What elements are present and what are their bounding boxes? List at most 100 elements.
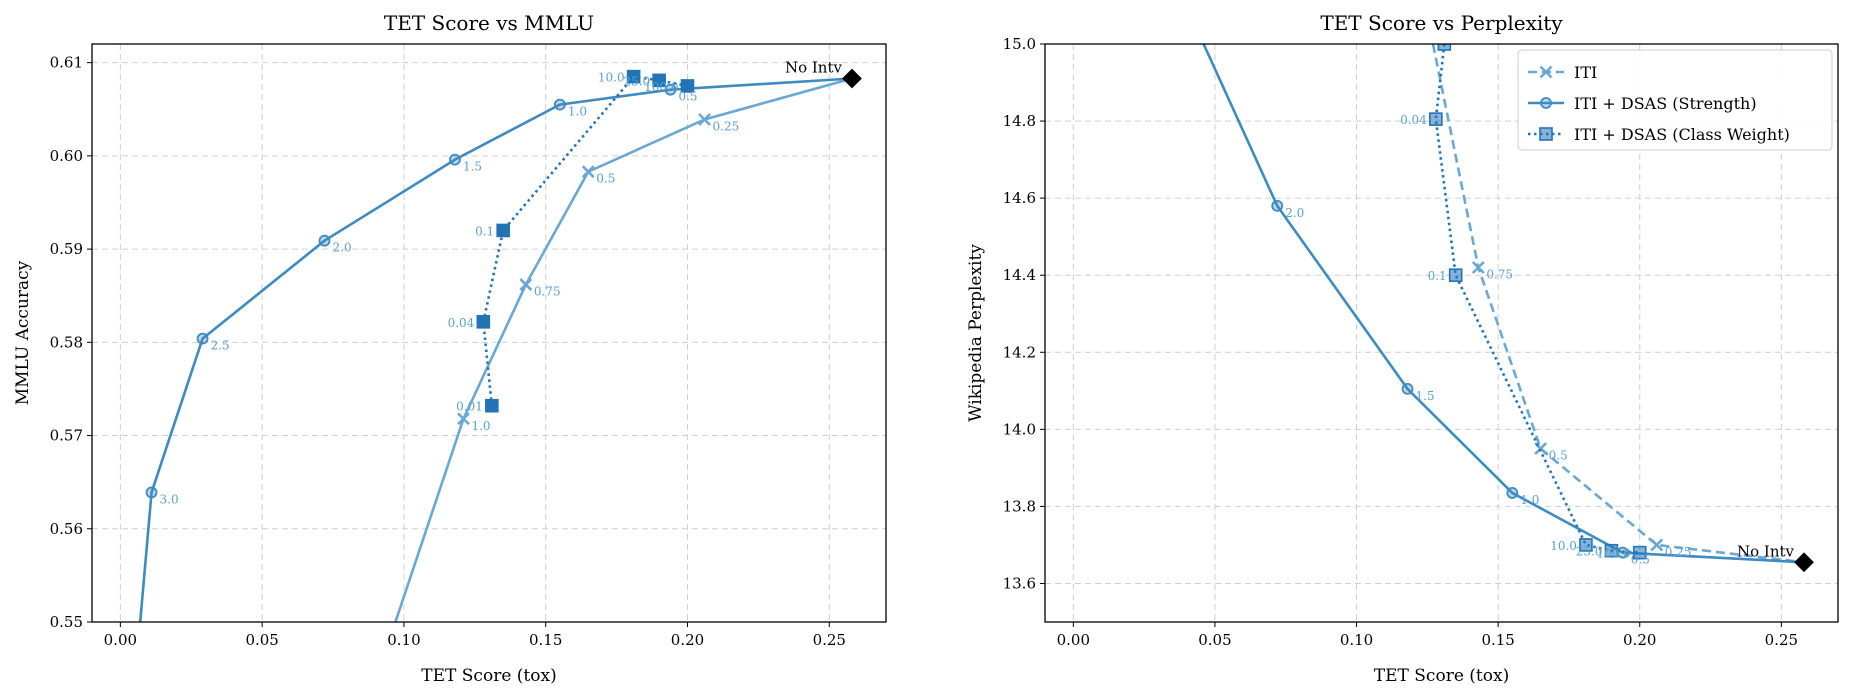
point-classweight	[1448, 268, 1463, 283]
x-tick-label: 0.10	[387, 631, 420, 649]
point-classweight	[680, 79, 695, 93]
point-label-iti: 0.5	[596, 172, 615, 186]
y-tick-label: 0.61	[50, 54, 83, 72]
x-tick-label: 0.25	[813, 631, 846, 649]
point-label-classweight: 10.0	[598, 71, 625, 85]
point-label-iti: 0.25	[713, 120, 740, 134]
point-label-iti: 0.5	[1549, 449, 1568, 463]
no-intv-marker	[1794, 552, 1814, 573]
x-tick-label: 0.20	[671, 631, 704, 649]
no-intv-label: No Intv	[1737, 542, 1795, 560]
x-tick-label: 0.25	[1765, 631, 1798, 649]
point-classweight	[652, 73, 666, 88]
legend: ITI ITI + DSAS (Strength) ITI + DSAS (Clas…	[1517, 49, 1833, 151]
point-label-iti: 0.25	[1665, 545, 1692, 559]
point-label-classweight: 0.1	[475, 224, 494, 238]
point-iti	[519, 278, 533, 291]
legend-box	[1517, 49, 1833, 151]
legend-marker-iti	[1539, 65, 1553, 79]
chart-mmlu: 0.00 0.05 0.10 0.15 0.20 0.25 0.55 0.56 0.57 0.58…	[13, 11, 887, 686]
x-axis-title: TET Score (tox)	[421, 666, 556, 686]
y-tick-label: 0.56	[50, 520, 83, 538]
point-classweight	[1604, 543, 1619, 558]
y-tick-label: 14.8	[1003, 112, 1036, 130]
x-axis-title: TET Score (tox)	[1374, 666, 1509, 686]
x-tick-label: 0.05	[245, 631, 278, 649]
point-strength	[196, 332, 209, 345]
point-label-iti: 1.0	[471, 419, 490, 433]
point-iti	[698, 113, 711, 126]
point-label-classweight: 0.1	[1428, 269, 1447, 283]
y-tick-label: 13.8	[1003, 497, 1036, 515]
grid	[1045, 43, 1838, 622]
point-label-strength: 3.0	[160, 492, 179, 506]
y-tick-label: 14.2	[1003, 343, 1036, 361]
no-intv-marker	[842, 68, 862, 89]
legend-marker-strength	[1540, 97, 1552, 109]
point-strength	[145, 486, 158, 499]
point-classweight	[476, 315, 491, 329]
point-label-strength: 2.0	[333, 241, 352, 255]
point-label-iti: 0.75	[1486, 267, 1513, 281]
point-strength	[1506, 487, 1519, 499]
y-tick-label: 15.0	[1003, 35, 1036, 53]
legend-label-strength: ITI + DSAS (Strength)	[1574, 94, 1757, 113]
y-tick-label: 14.4	[1003, 266, 1036, 284]
series-line-strength	[1202, 44, 1805, 564]
series-strength	[1202, 44, 1805, 564]
plot-area	[138, 69, 853, 622]
x-tick-label: 0.00	[1057, 631, 1090, 649]
x-tick-label: 0.15	[529, 631, 562, 649]
x-tick-label: 0.00	[104, 631, 137, 649]
point-classweight	[1579, 538, 1593, 552]
point-label-classweight: 25.0	[1576, 545, 1603, 559]
point-label-classweight: 0.04	[1400, 113, 1427, 127]
point-classweight	[626, 69, 641, 84]
series-line-strength	[138, 77, 853, 622]
series-line-classweight	[482, 75, 688, 406]
point-strength	[664, 83, 677, 96]
y-axis-title: Wikipedia Perplexity	[966, 244, 986, 422]
point-label-classweight: 25.0	[623, 74, 650, 88]
point-strength	[553, 98, 566, 111]
point-label-iti: 0.75	[534, 285, 561, 299]
point-iti	[1471, 261, 1485, 274]
plot-area	[1202, 44, 1805, 564]
point-classweight	[1437, 44, 1452, 51]
point-label-strength: 1.0	[1520, 493, 1539, 507]
y-tick-label: 0.55	[50, 613, 83, 631]
series-classweight	[476, 69, 695, 413]
legend-label-classweight: ITI + DSAS (Class Weight)	[1574, 125, 1790, 144]
point-label-strength: 2.5	[211, 339, 230, 353]
series-strength	[138, 77, 853, 622]
point-classweight	[1632, 545, 1647, 560]
x-tick-label: 0.20	[1623, 631, 1656, 649]
y-tick-label: 0.57	[50, 427, 83, 445]
point-strength	[1401, 382, 1414, 395]
point-label-strength: 0.5	[1631, 553, 1650, 567]
y-tick-label: 13.6	[1003, 574, 1036, 592]
point-iti	[1650, 538, 1664, 552]
legend-label-iti: ITI	[1574, 63, 1597, 82]
chart-perplexity: 0.00 0.05 0.10 0.15 0.20 0.25 13.6 13.8 14.0 14.2…	[966, 11, 1839, 686]
x-tick-label: 0.15	[1481, 631, 1514, 649]
point-strength	[1271, 199, 1284, 212]
point-label-classweight: 0.01	[456, 400, 483, 414]
point-strength	[449, 153, 461, 166]
axes-frame	[91, 43, 887, 623]
point-iti	[457, 412, 470, 426]
series-iti	[394, 77, 853, 622]
point-label-strength: 1.5	[1416, 389, 1435, 403]
series-line-iti	[394, 77, 853, 622]
series-classweight	[1429, 44, 1647, 560]
y-tick-label: 14.0	[1003, 420, 1036, 438]
point-label-classweight: 100.0	[1596, 547, 1630, 561]
point-label-strength: 0.5	[678, 90, 697, 104]
point-label-strength: 1.5	[463, 160, 482, 174]
point-label-strength: 2.0	[1285, 206, 1304, 220]
x-tick-label: 0.10	[1340, 631, 1373, 649]
point-classweight	[485, 398, 499, 413]
axes-frame	[1044, 43, 1839, 623]
point-label-strength: 1.0	[568, 105, 587, 119]
